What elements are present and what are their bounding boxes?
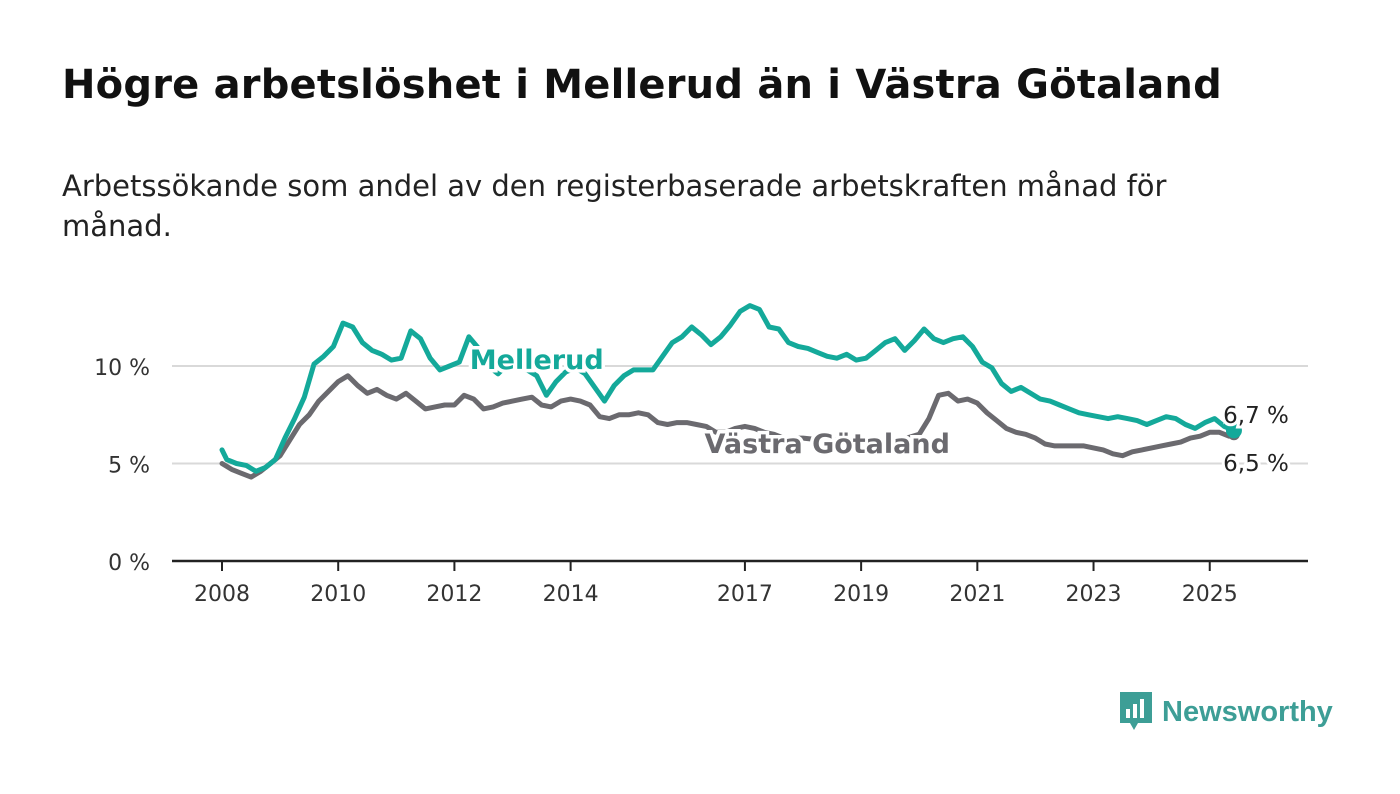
x-tick-label: 2014 <box>543 582 599 607</box>
bar-chart-speech-icon <box>1120 692 1152 730</box>
x-tick-label: 2008 <box>194 582 250 607</box>
end-marker-mellerud <box>1225 422 1242 439</box>
series-label-mellerud: Mellerud <box>470 345 604 376</box>
series-line-v-stra-g-taland <box>219 373 1237 480</box>
x-tick-label: 2010 <box>310 582 366 607</box>
chart-title: Högre arbetslöshet i Mellerud än i Västr… <box>62 62 1222 108</box>
x-tick-label: 2025 <box>1182 582 1238 607</box>
y-tick-label: 0 % <box>108 551 150 576</box>
series-label-vastra-gotaland: Västra Götaland <box>705 429 950 460</box>
end-label-vastra-gotaland: 6,5 % <box>1223 451 1289 477</box>
x-tick-label: 2017 <box>717 582 773 607</box>
y-tick-label: 5 % <box>108 454 150 479</box>
brand-name: Newsworthy <box>1162 695 1333 728</box>
x-tick-label: 2021 <box>949 582 1005 607</box>
series-line-mellerud <box>219 303 1237 474</box>
x-tick-label: 2019 <box>833 582 889 607</box>
x-tick-label: 2023 <box>1066 582 1122 607</box>
chart-subtitle: Arbetssökande som andel av den registerb… <box>62 169 1167 243</box>
x-tick-label: 2012 <box>426 582 482 607</box>
end-label-mellerud: 6,7 % <box>1223 403 1289 429</box>
brand-logo: Newsworthy <box>1118 690 1333 734</box>
y-tick-label: 10 % <box>94 356 150 381</box>
